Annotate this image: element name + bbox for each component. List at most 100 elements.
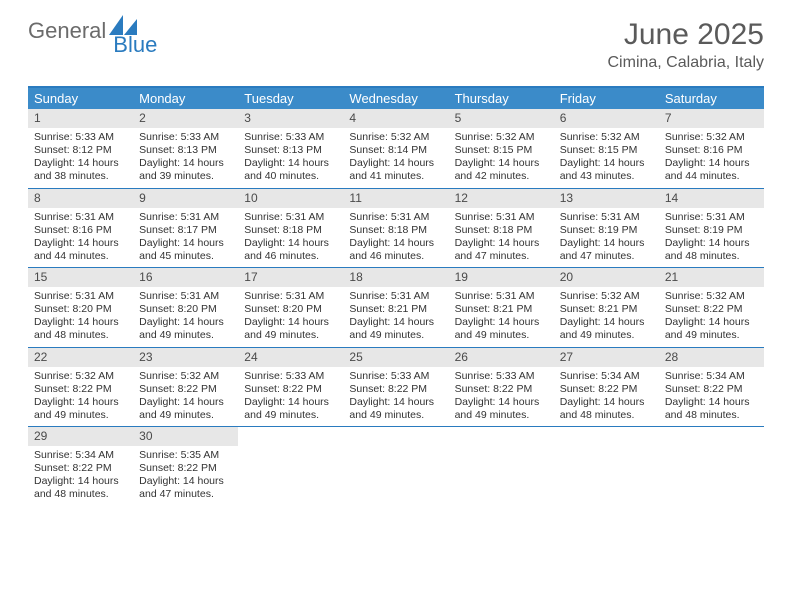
day-body: Sunrise: 5:34 AMSunset: 8:22 PMDaylight:… — [659, 367, 764, 427]
dow-saturday: Saturday — [659, 88, 764, 109]
daylight-text: and 48 minutes. — [560, 409, 653, 422]
sunrise-text: Sunrise: 5:31 AM — [349, 211, 442, 224]
day-number: 28 — [659, 348, 764, 367]
day-cell-empty — [343, 427, 448, 506]
sunrise-text: Sunrise: 5:34 AM — [665, 370, 758, 383]
logo-text-blue: Blue — [113, 32, 157, 58]
dow-sunday: Sunday — [28, 88, 133, 109]
day-number: 27 — [554, 348, 659, 367]
day-cell: 28Sunrise: 5:34 AMSunset: 8:22 PMDayligh… — [659, 348, 764, 427]
logo: General Blue — [28, 18, 183, 44]
sunrise-text: Sunrise: 5:31 AM — [665, 211, 758, 224]
day-body: Sunrise: 5:32 AMSunset: 8:22 PMDaylight:… — [133, 367, 238, 427]
daylight-text: Daylight: 14 hours — [34, 396, 127, 409]
daylight-text: Daylight: 14 hours — [244, 237, 337, 250]
sunset-text: Sunset: 8:20 PM — [244, 303, 337, 316]
sunset-text: Sunset: 8:22 PM — [560, 383, 653, 396]
day-cell: 9Sunrise: 5:31 AMSunset: 8:17 PMDaylight… — [133, 189, 238, 268]
sunrise-text: Sunrise: 5:32 AM — [139, 370, 232, 383]
daylight-text: Daylight: 14 hours — [139, 157, 232, 170]
day-body: Sunrise: 5:31 AMSunset: 8:20 PMDaylight:… — [28, 287, 133, 347]
day-number: 25 — [343, 348, 448, 367]
day-body: Sunrise: 5:32 AMSunset: 8:22 PMDaylight:… — [28, 367, 133, 427]
daylight-text: and 38 minutes. — [34, 170, 127, 183]
day-number: 12 — [449, 189, 554, 208]
day-body: Sunrise: 5:31 AMSunset: 8:20 PMDaylight:… — [238, 287, 343, 347]
sunset-text: Sunset: 8:16 PM — [34, 224, 127, 237]
day-number: 30 — [133, 427, 238, 446]
daylight-text: and 48 minutes. — [34, 488, 127, 501]
sunrise-text: Sunrise: 5:31 AM — [244, 211, 337, 224]
day-body: Sunrise: 5:34 AMSunset: 8:22 PMDaylight:… — [554, 367, 659, 427]
day-number: 3 — [238, 109, 343, 128]
week-row: 1Sunrise: 5:33 AMSunset: 8:12 PMDaylight… — [28, 109, 764, 189]
sunset-text: Sunset: 8:22 PM — [34, 462, 127, 475]
day-number: 14 — [659, 189, 764, 208]
daylight-text: and 48 minutes. — [665, 409, 758, 422]
day-cell: 23Sunrise: 5:32 AMSunset: 8:22 PMDayligh… — [133, 348, 238, 427]
daylight-text: and 49 minutes. — [349, 409, 442, 422]
day-cell: 6Sunrise: 5:32 AMSunset: 8:15 PMDaylight… — [554, 109, 659, 188]
daylight-text: and 46 minutes. — [244, 250, 337, 263]
daylight-text: Daylight: 14 hours — [34, 237, 127, 250]
daylight-text: Daylight: 14 hours — [244, 396, 337, 409]
day-cell: 14Sunrise: 5:31 AMSunset: 8:19 PMDayligh… — [659, 189, 764, 268]
sunrise-text: Sunrise: 5:31 AM — [34, 290, 127, 303]
daylight-text: Daylight: 14 hours — [665, 157, 758, 170]
sunset-text: Sunset: 8:22 PM — [139, 383, 232, 396]
sunrise-text: Sunrise: 5:33 AM — [244, 370, 337, 383]
day-cell: 21Sunrise: 5:32 AMSunset: 8:22 PMDayligh… — [659, 268, 764, 347]
sunset-text: Sunset: 8:18 PM — [349, 224, 442, 237]
day-cell-empty — [238, 427, 343, 506]
sunset-text: Sunset: 8:15 PM — [560, 144, 653, 157]
sunrise-text: Sunrise: 5:32 AM — [560, 290, 653, 303]
sunrise-text: Sunrise: 5:32 AM — [349, 131, 442, 144]
sunset-text: Sunset: 8:21 PM — [455, 303, 548, 316]
day-of-week-header: Sunday Monday Tuesday Wednesday Thursday… — [28, 88, 764, 109]
day-cell: 20Sunrise: 5:32 AMSunset: 8:21 PMDayligh… — [554, 268, 659, 347]
daylight-text: and 49 minutes. — [139, 409, 232, 422]
week-row: 22Sunrise: 5:32 AMSunset: 8:22 PMDayligh… — [28, 348, 764, 428]
sunrise-text: Sunrise: 5:31 AM — [560, 211, 653, 224]
day-number: 6 — [554, 109, 659, 128]
day-cell: 24Sunrise: 5:33 AMSunset: 8:22 PMDayligh… — [238, 348, 343, 427]
sunrise-text: Sunrise: 5:32 AM — [665, 290, 758, 303]
sunset-text: Sunset: 8:14 PM — [349, 144, 442, 157]
week-row: 8Sunrise: 5:31 AMSunset: 8:16 PMDaylight… — [28, 189, 764, 269]
day-number: 26 — [449, 348, 554, 367]
day-cell: 1Sunrise: 5:33 AMSunset: 8:12 PMDaylight… — [28, 109, 133, 188]
day-body: Sunrise: 5:32 AMSunset: 8:15 PMDaylight:… — [554, 128, 659, 188]
day-cell: 12Sunrise: 5:31 AMSunset: 8:18 PMDayligh… — [449, 189, 554, 268]
daylight-text: and 40 minutes. — [244, 170, 337, 183]
daylight-text: and 49 minutes. — [349, 329, 442, 342]
day-number: 29 — [28, 427, 133, 446]
daylight-text: Daylight: 14 hours — [455, 316, 548, 329]
day-cell: 29Sunrise: 5:34 AMSunset: 8:22 PMDayligh… — [28, 427, 133, 506]
daylight-text: Daylight: 14 hours — [139, 475, 232, 488]
sunset-text: Sunset: 8:20 PM — [34, 303, 127, 316]
day-body: Sunrise: 5:32 AMSunset: 8:22 PMDaylight:… — [659, 287, 764, 347]
day-body: Sunrise: 5:33 AMSunset: 8:22 PMDaylight:… — [238, 367, 343, 427]
day-body: Sunrise: 5:32 AMSunset: 8:14 PMDaylight:… — [343, 128, 448, 188]
month-title: June 2025 — [608, 18, 765, 52]
sunset-text: Sunset: 8:18 PM — [455, 224, 548, 237]
daylight-text: and 44 minutes. — [34, 250, 127, 263]
sunset-text: Sunset: 8:22 PM — [665, 383, 758, 396]
day-cell: 25Sunrise: 5:33 AMSunset: 8:22 PMDayligh… — [343, 348, 448, 427]
daylight-text: and 49 minutes. — [139, 329, 232, 342]
day-body: Sunrise: 5:33 AMSunset: 8:13 PMDaylight:… — [133, 128, 238, 188]
day-number: 24 — [238, 348, 343, 367]
day-cell: 27Sunrise: 5:34 AMSunset: 8:22 PMDayligh… — [554, 348, 659, 427]
sunrise-text: Sunrise: 5:31 AM — [349, 290, 442, 303]
calendar-grid: Sunday Monday Tuesday Wednesday Thursday… — [28, 86, 764, 506]
day-cell: 26Sunrise: 5:33 AMSunset: 8:22 PMDayligh… — [449, 348, 554, 427]
daylight-text: and 49 minutes. — [455, 409, 548, 422]
day-cell: 13Sunrise: 5:31 AMSunset: 8:19 PMDayligh… — [554, 189, 659, 268]
day-number: 5 — [449, 109, 554, 128]
daylight-text: Daylight: 14 hours — [34, 157, 127, 170]
day-body: Sunrise: 5:31 AMSunset: 8:21 PMDaylight:… — [449, 287, 554, 347]
daylight-text: Daylight: 14 hours — [455, 237, 548, 250]
day-body: Sunrise: 5:33 AMSunset: 8:22 PMDaylight:… — [449, 367, 554, 427]
day-cell: 19Sunrise: 5:31 AMSunset: 8:21 PMDayligh… — [449, 268, 554, 347]
day-number: 20 — [554, 268, 659, 287]
